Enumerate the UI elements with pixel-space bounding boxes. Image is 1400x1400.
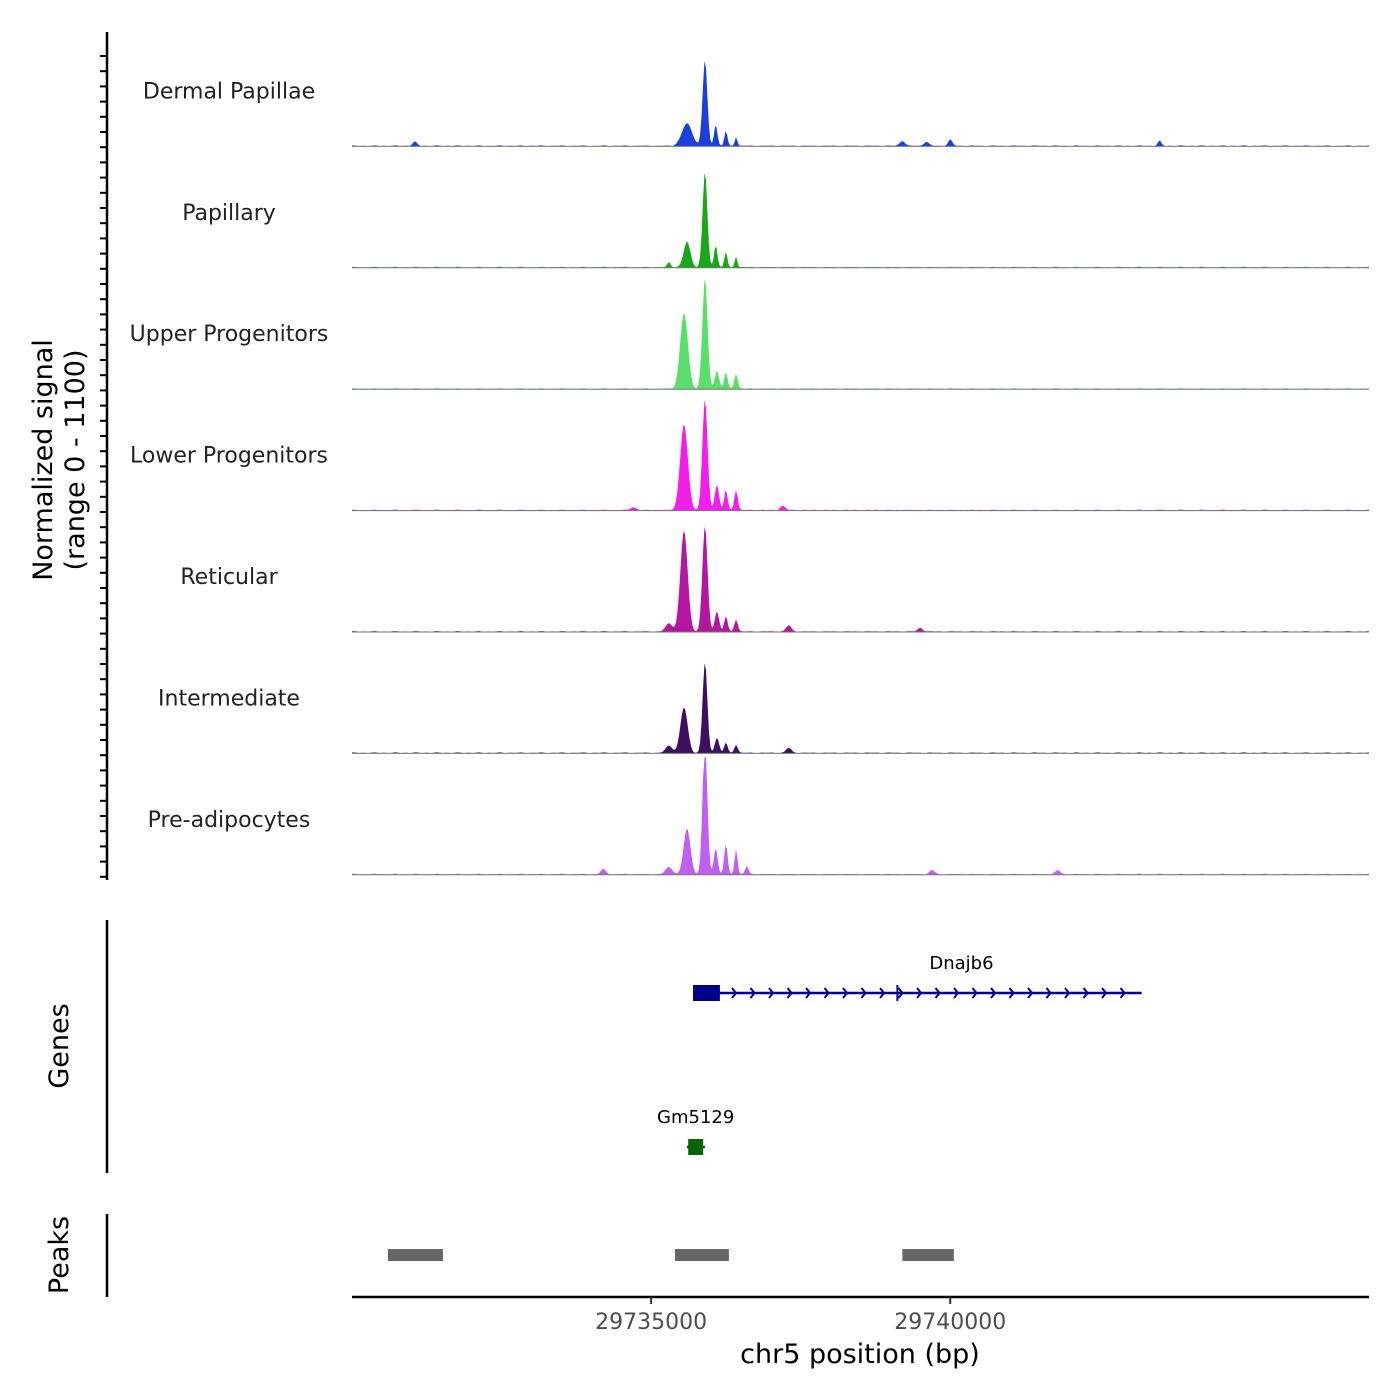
peak-region: [387, 1249, 443, 1261]
exon-block: [688, 1139, 704, 1155]
strand-arrow: [691, 1141, 698, 1153]
peak-regions-track: [387, 1249, 954, 1261]
strand-arrow: [990, 987, 997, 999]
track-label: Papillary: [182, 201, 276, 226]
strand-arrow: [879, 987, 886, 999]
gene-annotation-track: Dnajb6 Gm5129: [657, 953, 1142, 1155]
strand-arrow: [842, 987, 849, 999]
signal-y-axis-range-label: (range 0 - 1100): [60, 350, 91, 571]
signal-area: [352, 663, 1369, 754]
gene-label: Dnajb6: [929, 953, 993, 974]
signal-tracks: Dermal Papillae Papillary Upper Progenitor…: [130, 61, 1369, 876]
signal-track: Reticular: [180, 526, 1369, 633]
gene-label: Gm5129: [657, 1107, 734, 1128]
track-label: Lower Progenitors: [130, 444, 328, 469]
signal-track: Papillary: [182, 172, 1369, 269]
x-axis-label: chr5 position (bp): [740, 1339, 980, 1370]
genes-axis-label: Genes: [44, 1003, 75, 1088]
signal-track: Lower Progenitors: [130, 400, 1369, 512]
x-tick-label: 29740000: [894, 1310, 1006, 1335]
strand-arrow: [860, 987, 867, 999]
x-axis-ticks: 29735000 29740000: [595, 1297, 1006, 1335]
signal-area: [352, 279, 1369, 390]
strand-arrow: [897, 987, 904, 999]
strand-arrow: [1082, 987, 1089, 999]
strand-arrow: [805, 987, 812, 999]
signal-area: [352, 526, 1369, 632]
signal-area: [352, 61, 1369, 147]
track-label: Intermediate: [158, 686, 300, 711]
strand-arrow: [712, 987, 719, 999]
exon-block: [692, 985, 720, 1001]
strand-arrow: [694, 987, 701, 999]
strand-arrow: [823, 987, 830, 999]
peak-region: [902, 1249, 954, 1261]
track-label: Upper Progenitors: [130, 322, 329, 347]
peak-region: [675, 1249, 729, 1261]
signal-y-axis: [100, 32, 109, 880]
signal-track: Upper Progenitors: [130, 279, 1369, 390]
strand-arrow: [971, 987, 978, 999]
signal-track: Dermal Papillae: [143, 61, 1369, 147]
signal-track: Intermediate: [158, 663, 1369, 754]
strand-arrow: [916, 987, 923, 999]
strand-arrow: [749, 987, 756, 999]
signal-track: Pre-adipocytes: [148, 757, 1369, 876]
signal-area: [352, 757, 1369, 875]
strand-arrow: [1119, 987, 1126, 999]
peaks-axis-label: Peaks: [44, 1216, 75, 1294]
strand-arrow: [1045, 987, 1052, 999]
strand-arrow: [953, 987, 960, 999]
signal-area: [352, 400, 1369, 511]
x-tick-label: 29735000: [595, 1310, 707, 1335]
strand-arrow: [1064, 987, 1071, 999]
exon-block: [896, 985, 899, 1001]
track-label: Pre-adipocytes: [148, 808, 311, 833]
strand-arrow: [934, 987, 941, 999]
strand-arrow: [786, 987, 793, 999]
track-label: Reticular: [180, 565, 278, 590]
strand-arrow: [1101, 987, 1108, 999]
strand-arrow: [731, 987, 738, 999]
strand-arrow: [768, 987, 775, 999]
signal-area: [352, 172, 1369, 268]
track-label: Dermal Papillae: [143, 79, 315, 104]
strand-arrow: [1027, 987, 1034, 999]
strand-arrow: [1008, 987, 1015, 999]
signal-y-axis-label: Normalized signal: [28, 339, 59, 581]
gene-model: Gm5129: [657, 1107, 734, 1155]
gene-model: Dnajb6: [692, 953, 1142, 1001]
